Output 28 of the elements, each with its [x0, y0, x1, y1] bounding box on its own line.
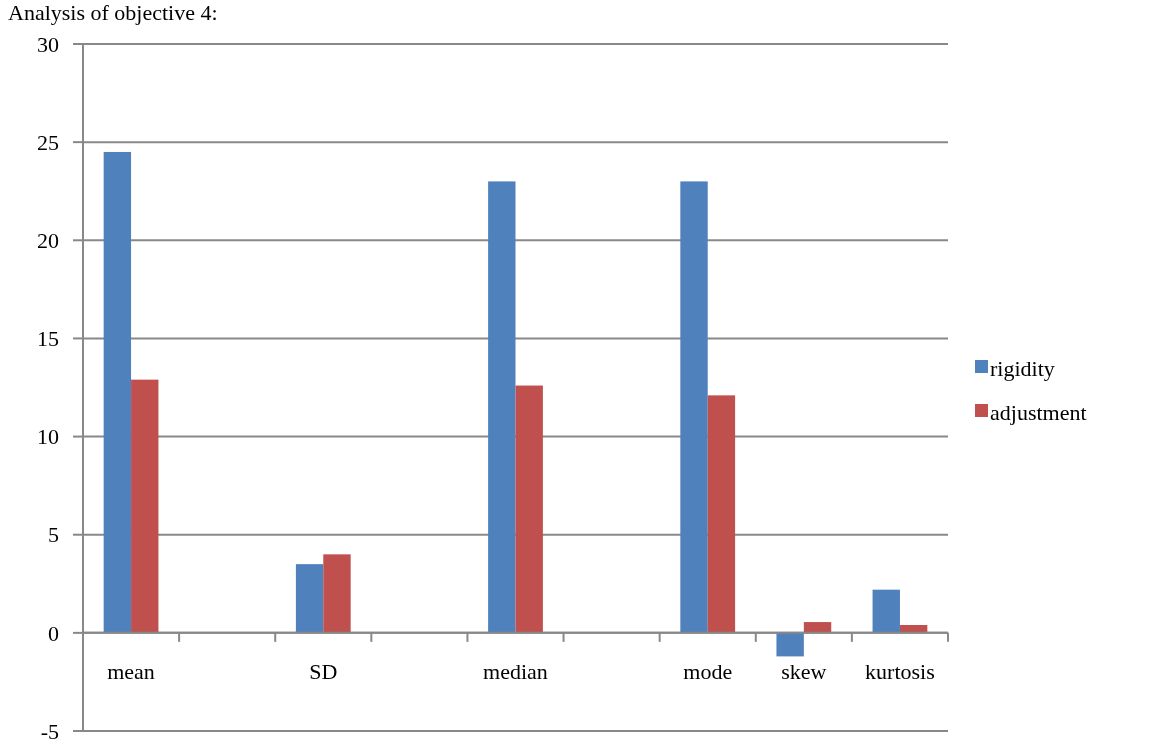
legend-label: rigidity [990, 355, 1055, 381]
y-tick-label: 0 [48, 620, 59, 646]
bar [295, 564, 324, 633]
bar [515, 385, 543, 633]
bar [103, 151, 132, 633]
bar [680, 181, 708, 633]
x-tick-label: mean [107, 658, 155, 684]
y-tick-label: 15 [37, 326, 59, 352]
bar [488, 181, 516, 633]
bar [323, 554, 351, 633]
y-tick-label: 30 [37, 31, 59, 57]
x-tick-label: skew [781, 658, 827, 684]
bar [707, 395, 736, 633]
bar [803, 622, 832, 633]
y-tick-label: 20 [37, 227, 59, 253]
x-tick-label: kurtosis [865, 658, 935, 684]
y-tick-label: 10 [37, 424, 59, 450]
bar [131, 379, 159, 633]
x-tick-label: SD [309, 658, 338, 684]
chart-title: Analysis of objective 4: [8, 0, 218, 25]
legend-label: adjustment [990, 399, 1087, 425]
x-tick-label: mode [683, 658, 733, 684]
x-tick-label: median [483, 658, 548, 684]
y-tick-label: 25 [37, 129, 59, 155]
bar [776, 632, 804, 657]
bar [872, 589, 900, 633]
y-tick-label: -5 [40, 718, 59, 744]
y-tick-label: 5 [48, 522, 59, 548]
